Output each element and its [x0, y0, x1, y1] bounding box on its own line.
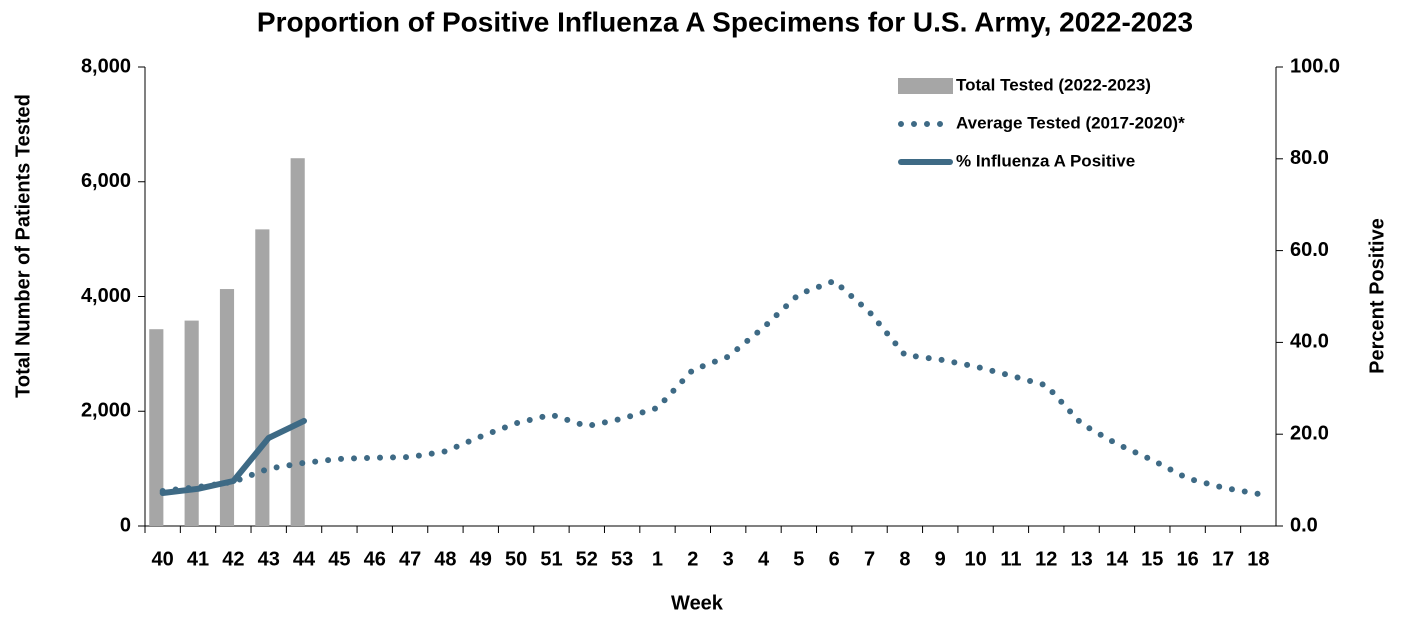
y-axis-title: Total Number of Patients Tested	[12, 94, 34, 398]
y-tick-label: 2,000	[81, 400, 131, 422]
x-tick-label: 18	[1247, 548, 1269, 570]
x-tick-label: 40	[152, 548, 174, 570]
bar	[149, 329, 164, 526]
x-tick-label: 53	[611, 548, 633, 570]
x-tick-label: 15	[1141, 548, 1163, 570]
x-tick-label: 42	[222, 548, 244, 570]
y2-tick-label: 100.0	[1290, 55, 1340, 77]
legend-label: Average Tested (2017-2020)*	[956, 113, 1185, 132]
y2-tick-label: 20.0	[1290, 422, 1329, 444]
x-tick-label: 8	[899, 548, 910, 570]
bar	[219, 289, 235, 526]
x-tick-label: 3	[723, 548, 734, 570]
x-tick-label: 4	[758, 548, 770, 570]
x-tick-label: 10	[964, 548, 986, 570]
y2-tick-label: 0.0	[1290, 514, 1318, 536]
x-tick-label: 5	[793, 548, 804, 570]
bar	[184, 320, 199, 526]
x-tick-label: 46	[364, 548, 386, 570]
bar	[290, 158, 305, 526]
x-tick-label: 51	[540, 548, 562, 570]
x-tick-label: 9	[935, 548, 946, 570]
x-tick-label: 6	[829, 548, 840, 570]
y2-tick-label: 40.0	[1290, 331, 1329, 353]
x-tick-label: 48	[434, 548, 456, 570]
y-tick-label: 6,000	[81, 170, 131, 192]
chart-title: Proportion of Positive Influenza A Speci…	[257, 6, 1193, 37]
x-tick-label: 7	[864, 548, 875, 570]
bar	[255, 229, 270, 526]
y-tick-label: 0	[120, 514, 131, 536]
y2-tick-label: 80.0	[1290, 147, 1329, 169]
y2-axis-title: Percent Positive	[1366, 218, 1388, 374]
x-tick-label: 14	[1106, 548, 1129, 570]
line	[159, 417, 307, 496]
x-tick-label: 17	[1212, 548, 1234, 570]
x-tick-label: 12	[1035, 548, 1057, 570]
x-tick-label: 44	[293, 548, 316, 570]
legend-label: Total Tested (2022-2023)	[956, 75, 1151, 94]
legend-label: % Influenza A Positive	[956, 151, 1135, 170]
legend-swatch	[898, 78, 953, 94]
line	[159, 278, 1262, 497]
x-tick-label: 11	[1000, 548, 1021, 570]
x-tick-label: 2	[687, 548, 698, 570]
x-tick-label: 1	[652, 548, 663, 570]
y2-tick-label: 60.0	[1290, 239, 1329, 261]
x-tick-label: 45	[328, 548, 350, 570]
x-tick-label: 13	[1070, 548, 1092, 570]
y-tick-label: 4,000	[81, 285, 131, 307]
x-tick-label: 43	[258, 548, 280, 570]
x-tick-label: 16	[1177, 548, 1199, 570]
x-tick-label: 49	[470, 548, 492, 570]
x-axis-title: Week	[671, 592, 724, 614]
x-tick-label: 50	[505, 548, 527, 570]
y-tick-label: 8,000	[81, 55, 131, 77]
x-tick-label: 41	[187, 548, 209, 570]
x-tick-label: 47	[399, 548, 421, 570]
x-tick-label: 52	[576, 548, 598, 570]
